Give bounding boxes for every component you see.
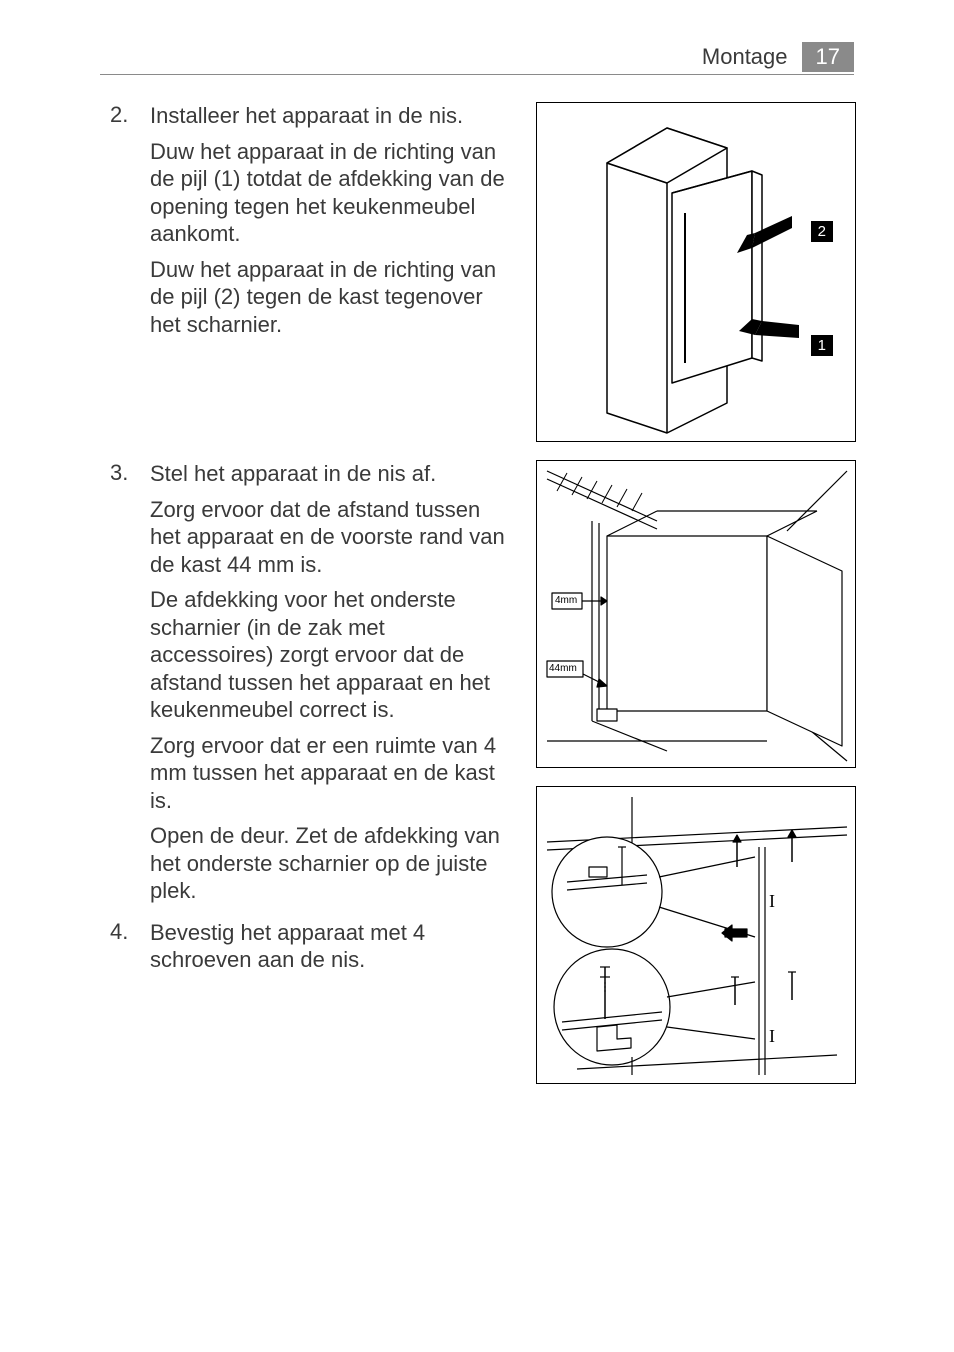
figure-step-2: 2 1 (536, 102, 856, 442)
step-3-p2: De afdekking voor het onderste scharnier… (150, 586, 512, 724)
step-3: 3. Stel het apparaat in de nis af. Zorg … (100, 460, 512, 913)
step-3-p3: Zorg ervoor dat er een ruimte van 4 mm t… (150, 732, 512, 815)
step-4-number: 4. (100, 919, 150, 982)
figure-step-3: 4mm 44mm (536, 460, 856, 768)
page-number: 17 (802, 42, 854, 72)
step-2-row: 2. Installeer het apparaat in de nis. Du… (100, 102, 856, 442)
callout-2: 2 (811, 221, 833, 242)
svg-text:I: I (769, 891, 775, 911)
callout-1: 1 (811, 335, 833, 356)
step-3-row: 3. Stel het apparaat in de nis af. Zorg … (100, 460, 856, 1084)
step-4-title: Bevestig het apparaat met 4 schroeven aa… (150, 919, 512, 974)
step-3-number: 3. (100, 460, 150, 913)
step-3-title: Stel het apparaat in de nis af. (150, 460, 512, 488)
step-3-p4: Open de deur. Zet de afdekking van het o… (150, 822, 512, 905)
dim-44mm: 44mm (549, 663, 577, 674)
step-4: 4. Bevestig het apparaat met 4 schroeven… (100, 919, 512, 982)
step-3-p1: Zorg ervoor dat de afstand tussen het ap… (150, 496, 512, 579)
section-title: Montage (702, 44, 788, 70)
svg-text:I: I (769, 1026, 775, 1046)
step-2: 2. Installeer het apparaat in de nis. Du… (100, 102, 512, 346)
page-content: 2. Installeer het apparaat in de nis. Du… (100, 102, 856, 1102)
step-2-number: 2. (100, 102, 150, 346)
page-header: Montage 17 (100, 42, 854, 75)
figure-step-4: I I (536, 786, 856, 1084)
step-2-p1: Duw het apparaat in de richting van de p… (150, 138, 512, 248)
step-2-p2: Duw het apparaat in de richting van de p… (150, 256, 512, 339)
dim-4mm: 4mm (555, 595, 577, 606)
step-2-title: Installeer het apparaat in de nis. (150, 102, 512, 130)
